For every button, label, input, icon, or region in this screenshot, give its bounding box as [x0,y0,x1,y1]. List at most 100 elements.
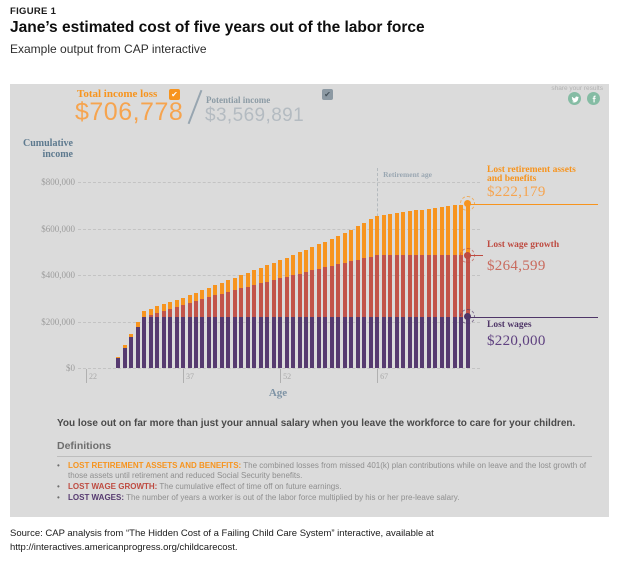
bar-segment [368,219,373,257]
bar-segment [271,262,276,281]
bar-segment [375,215,380,256]
bar-segment [271,316,276,368]
bar-segment [258,283,263,317]
definition-lost-retirement: LOST RETIREMENT ASSETS AND BENEFITS: The… [57,461,599,481]
definition-lost-wage-growth: LOST WAGE GROWTH: The cumulative effect … [57,482,599,492]
bar-segment [401,255,406,317]
bar-segment [174,307,179,317]
x-tick-label: 37 [186,372,195,381]
bar-segment [168,302,173,310]
bar-segment [459,255,464,317]
annotation-value-lost-retirement: $222,179 [487,183,546,200]
bar-segment [426,255,431,317]
bar-segment [155,306,160,314]
bar-segment [232,290,237,317]
bar-segment [342,233,347,263]
bar-segment [303,249,308,272]
bar-segment [465,316,470,368]
annotation-marker-ring [460,309,476,325]
x-tick-mark [377,369,379,383]
bar-segment [245,272,250,287]
bar-segment [213,295,218,317]
bar-segment [439,316,444,368]
chart-area: Cumulative income Age $0 $200,000 $400,000… [10,84,609,517]
bar-segment [291,316,296,368]
bar-segment [381,316,386,368]
bar-segment [413,255,418,317]
bar-segment [323,267,328,317]
potential-income-checkbox[interactable]: ✔ [322,89,333,100]
bar-segment [342,262,347,317]
bar-segment [271,280,276,317]
annotation-title-lost-wage-growth: Lost wage growth [487,240,560,251]
bar-segment [401,316,406,368]
bar-segment [284,316,289,368]
annotation-marker-ring [460,196,476,212]
bar-segment [129,337,134,368]
bar-segment [252,270,257,285]
annotation-line-lost-wage-growth [469,255,483,257]
bar-segment [181,297,186,306]
bar-segment [446,206,451,256]
bar-segment [206,287,211,298]
bar-segment [219,316,224,368]
bar-segment [452,316,457,368]
bar-segment [200,316,205,368]
figure-subtitle: Example output from CAP interactive [10,42,207,56]
bar-segment [219,293,224,317]
bar-segment [433,207,438,256]
bar-segment [265,316,270,368]
definitions-heading: Definitions [57,440,112,452]
bar-segment [206,297,211,317]
bar-segment [265,281,270,317]
bar-segment [336,316,341,368]
bar-segment [278,316,283,368]
bar-segment [329,238,334,266]
bar-segment [310,270,315,317]
bar-segment [355,259,360,317]
bar-segment [116,357,121,368]
gridline [78,368,480,369]
bar-segment [407,211,412,256]
definition-lost-wages: LOST WAGES: The number of years a worker… [57,493,599,503]
bar-segment [316,244,321,269]
facebook-icon[interactable] [587,92,600,105]
bar-segment [452,255,457,317]
twitter-icon[interactable] [568,92,581,105]
bar-segment [446,316,451,368]
bar-segment [465,203,470,256]
bar-segment [362,258,367,317]
bar-segment [226,291,231,317]
bar-segment [375,316,380,368]
bar-segment [362,222,367,259]
bar-segment [174,316,179,368]
bar-segment [349,229,354,262]
bar-segment [258,267,263,284]
share-icons [568,92,600,105]
bar-segment [310,316,315,368]
bar-segment [394,212,399,256]
takeaway-statement: You lose out on far more than just your … [57,418,576,429]
definitions-divider [57,456,592,457]
bar-segment [187,316,192,368]
bar-segment [316,268,321,317]
bar-segment [388,213,393,256]
cap-interactive-panel: Total income loss ✔ $706,778 Potential i… [10,84,609,517]
bar-segment [426,208,431,256]
bar-segment [116,356,121,358]
y-tick-label: $600,000 [41,223,75,234]
bar-segment [349,261,354,317]
bar-segment [168,309,173,317]
bar-segment [252,316,257,368]
bar-segment [323,241,328,268]
bar-segment [245,316,250,368]
bar-segment [336,264,341,317]
bar-segment [181,305,186,317]
bar-segment [135,322,140,328]
bar-segment [122,345,127,348]
bar-segment [368,256,373,317]
total-income-loss-checkbox[interactable]: ✔ [169,89,180,100]
bar-segment [193,316,198,368]
bar-segment [213,316,218,368]
bar-segment [381,214,386,256]
